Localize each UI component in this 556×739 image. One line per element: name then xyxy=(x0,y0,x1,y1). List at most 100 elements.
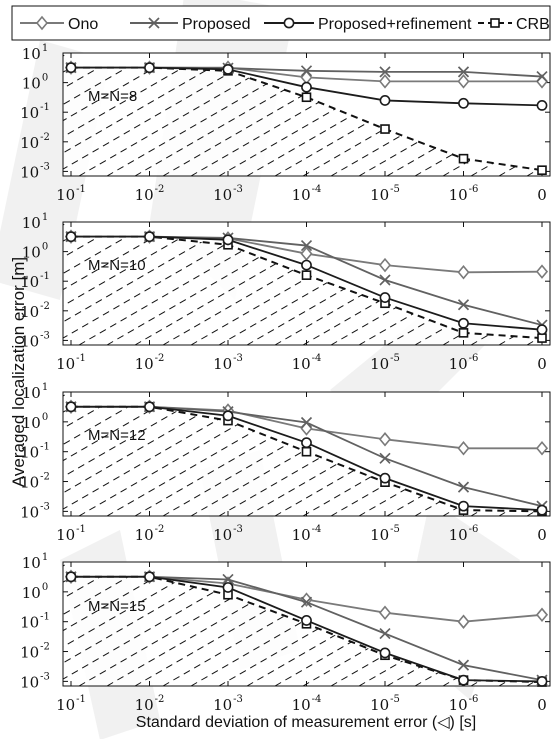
y-tick-exponent: -3 xyxy=(40,671,50,682)
legend-label-crb: CRB xyxy=(516,16,550,33)
hatch-line xyxy=(162,53,378,176)
y-tick-exponent: 0 xyxy=(42,582,48,593)
y-tick-exponent: 0 xyxy=(42,73,48,84)
y-tick-exponent: -2 xyxy=(40,301,50,312)
x-tick-exponent: -5 xyxy=(390,694,400,705)
legend-label-ono: Ono xyxy=(68,16,98,33)
x-tick-label: 10-5 xyxy=(370,184,400,204)
hatch-line xyxy=(0,366,3,516)
y-tick-label: 101 xyxy=(22,552,48,572)
x-tick-exponent: -4 xyxy=(312,184,322,195)
hatch-line xyxy=(106,222,322,345)
data-point-refine xyxy=(301,81,312,93)
data-point-proposed xyxy=(300,65,313,77)
data-point-refine xyxy=(379,472,391,484)
x-tick-label: 10-3 xyxy=(213,353,243,373)
hatch-line xyxy=(134,562,351,686)
data-point-proposed xyxy=(457,66,470,78)
x-tick-exponent: -2 xyxy=(155,524,165,535)
data-point-refine xyxy=(144,231,155,243)
hatch-line xyxy=(0,26,3,176)
x-tick-exponent: -4 xyxy=(312,353,322,364)
x-tick-exponent: -3 xyxy=(233,524,243,535)
x-tick-label: 10-4 xyxy=(292,524,322,544)
panel-annotation: M=N=12 xyxy=(88,427,146,444)
data-point-refine xyxy=(222,582,234,593)
data-point-proposed xyxy=(300,239,313,252)
y-tick-exponent: 1 xyxy=(42,212,48,223)
legend-marker-crb xyxy=(490,18,500,28)
data-point-ono xyxy=(535,264,549,279)
data-point-refine xyxy=(301,259,312,271)
hatch-line xyxy=(78,53,294,176)
hatch-line xyxy=(63,392,239,494)
y-tick-label: 10-2 xyxy=(20,642,50,662)
hatch-line xyxy=(63,53,182,122)
data-point-proposed xyxy=(379,452,391,464)
data-point-ono xyxy=(378,432,392,447)
data-point-crb xyxy=(301,92,312,103)
x-tick-exponent: -6 xyxy=(469,524,479,535)
x-tick-exponent: -4 xyxy=(312,524,322,535)
x-tick-label: 0 xyxy=(537,696,547,714)
hatch-line xyxy=(78,222,294,345)
data-point-refine xyxy=(65,401,77,413)
y-tick-label: 100 xyxy=(22,582,48,602)
data-point-crb xyxy=(458,328,469,338)
x-tick-label: 10-4 xyxy=(292,353,322,373)
legend-marker-ono xyxy=(35,15,49,31)
series-refine xyxy=(65,401,548,516)
region-mask xyxy=(63,53,550,171)
y-tick-exponent: -1 xyxy=(40,442,50,453)
hatch-line xyxy=(106,392,323,516)
x-tick-label: 10-2 xyxy=(135,353,165,373)
x-tick-exponent: -2 xyxy=(155,353,165,364)
y-tick-exponent: -3 xyxy=(40,161,50,172)
x-tick-label: 10-1 xyxy=(56,524,86,544)
data-point-ono xyxy=(457,74,470,89)
data-point-ono xyxy=(457,441,470,456)
x-tick-label: 10-2 xyxy=(135,524,165,544)
data-point-refine xyxy=(536,504,548,516)
series-refine xyxy=(65,231,548,336)
y-tick-exponent: -2 xyxy=(40,472,50,483)
data-point-refine xyxy=(222,410,234,422)
legend-entry-refine: Proposed+refinement xyxy=(264,16,472,33)
data-point-crb xyxy=(380,124,390,134)
data-point-refine xyxy=(458,317,469,329)
x-tick-exponent: -1 xyxy=(76,694,86,705)
hatch-line xyxy=(63,562,183,632)
x-tick-label: 10-6 xyxy=(449,694,479,714)
y-tick-exponent: -3 xyxy=(40,330,50,341)
data-point-ono xyxy=(535,607,549,623)
data-point-refine xyxy=(458,97,469,109)
x-tick-label: 10-1 xyxy=(56,694,86,714)
data-point-crb xyxy=(458,153,469,164)
hatch-line xyxy=(63,392,155,446)
x-tick-label: 10-4 xyxy=(292,694,322,714)
y-tick-exponent: -1 xyxy=(40,612,50,623)
data-point-ono xyxy=(378,74,392,89)
data-point-ono xyxy=(378,257,392,273)
data-point-refine xyxy=(144,571,155,583)
legend-entry-crb: CRB xyxy=(478,16,550,33)
data-point-refine xyxy=(536,324,548,336)
x-tick-exponent: -2 xyxy=(155,694,165,705)
x-tick-exponent: -3 xyxy=(233,184,243,195)
data-point-crb xyxy=(537,165,547,175)
data-point-refine xyxy=(458,500,469,512)
data-point-proposed xyxy=(457,481,470,493)
data-point-ono xyxy=(535,441,549,456)
x-tick-exponent: -5 xyxy=(390,524,400,535)
x-tick-label: 10-6 xyxy=(449,353,479,373)
panel-annotation: M=N=10 xyxy=(88,257,146,274)
data-point-refine xyxy=(222,63,234,75)
x-tick-exponent: -1 xyxy=(76,524,86,535)
y-tick-label: 10-3 xyxy=(20,501,50,521)
data-point-proposed xyxy=(379,66,391,78)
hatch-line xyxy=(63,222,238,323)
x-tick-exponent: -6 xyxy=(469,694,479,705)
